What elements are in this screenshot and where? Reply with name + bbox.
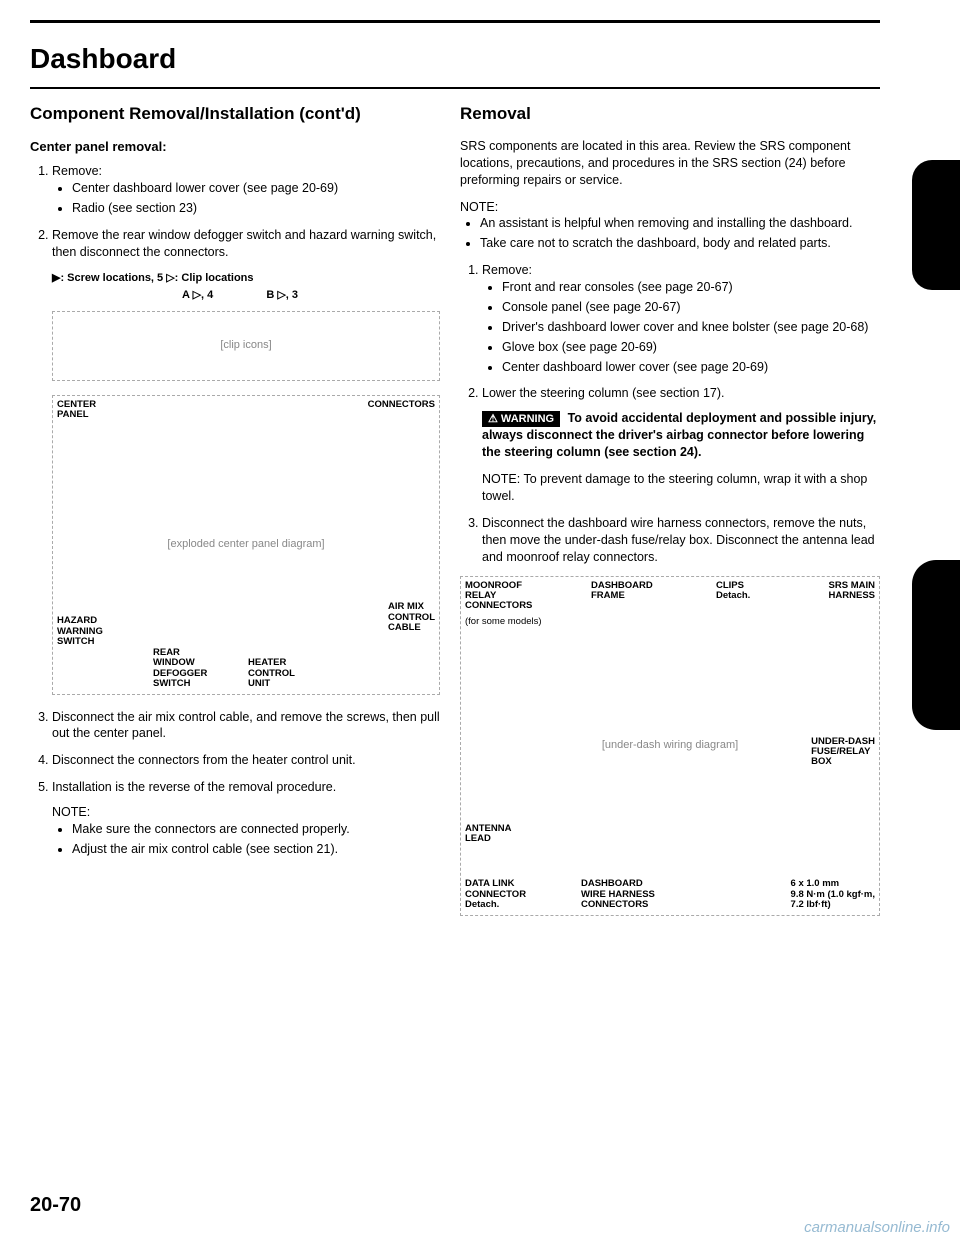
screw-locations-line: ▶: Screw locations, 5 ▷: Clip locations (52, 271, 440, 286)
right-step-3: Disconnect the dashboard wire harness co… (482, 515, 880, 566)
clip-locations-line: A ▷, 4 B ▷, 3 (52, 288, 440, 303)
binder-tab-mid (912, 560, 960, 730)
left-step-5: Installation is the reverse of the remov… (52, 779, 440, 858)
note-label: NOTE: (460, 200, 498, 214)
dashboard-wiring-diagram: MOONROOF RELAY CONNECTORS (for some mode… (460, 576, 880, 916)
right-note-bullets: An assistant is helpful when removing an… (460, 215, 880, 252)
label-connectors: CONNECTORS (368, 400, 435, 410)
left-step-2: Remove the rear window defogger switch a… (52, 227, 440, 261)
left-sub-head: Center panel removal: (30, 138, 440, 156)
right-intro: SRS components are located in this area.… (460, 138, 880, 189)
label-dash-wire: DASHBOARD WIRE HARNESS CONNECTORS (581, 879, 655, 910)
label-hazard-switch: HAZARD WARNING SWITCH (57, 616, 103, 647)
left-section-head: Component Removal/Installation (cont'd) (30, 103, 440, 126)
right-step1-bullets: Front and rear consoles (see page 20-67)… (482, 279, 880, 375)
right-step-2: Lower the steering column (see section 1… (482, 385, 880, 505)
binder-tabs (905, 90, 960, 1150)
left-steps: Remove: Center dashboard lower cover (se… (30, 163, 440, 260)
label-clips: CLIPS Detach. (716, 581, 750, 602)
warning-block: ⚠ WARNING To avoid accidental deployment… (482, 410, 880, 461)
list-item: Take care not to scratch the dashboard, … (480, 235, 880, 252)
label-antenna: ANTENNA LEAD (465, 824, 511, 845)
top-rule (30, 20, 880, 23)
right-section-head: Removal (460, 103, 880, 126)
list-item: Center dashboard lower cover (see page 2… (502, 359, 880, 376)
left-note-bullets: Make sure the connectors are connected p… (52, 821, 440, 858)
list-item: Front and rear consoles (see page 20-67) (502, 279, 880, 296)
left-steps-cont: Disconnect the air mix control cable, an… (30, 709, 440, 858)
step1-intro: Remove: (482, 263, 532, 277)
list-item: Adjust the air mix control cable (see se… (72, 841, 440, 858)
list-item: Console panel (see page 20-67) (502, 299, 880, 316)
watermark: carmanualsonline.info (804, 1219, 950, 1236)
page-title: Dashboard (30, 43, 880, 75)
left-step-4: Disconnect the connectors from the heate… (52, 752, 440, 769)
list-item: Driver's dashboard lower cover and knee … (502, 319, 880, 336)
list-item: An assistant is helpful when removing an… (480, 215, 880, 232)
center-panel-diagram: CENTER PANEL CONNECTORS HAZARD WARNING S… (52, 395, 440, 695)
list-item: Make sure the connectors are connected p… (72, 821, 440, 838)
label-dash-frame: DASHBOARD FRAME (591, 581, 653, 602)
left-step-3: Disconnect the air mix control cable, an… (52, 709, 440, 743)
diagram-placeholder: [exploded center panel diagram] (167, 537, 324, 552)
left-step-1: Remove: Center dashboard lower cover (se… (52, 163, 440, 217)
warning-icon: ⚠ WARNING (482, 411, 560, 428)
label-heater-control: HEATER CONTROL UNIT (248, 658, 295, 689)
step1-bullets: Center dashboard lower cover (see page 2… (52, 180, 440, 217)
diagram-placeholder: [clip icons] (220, 338, 271, 353)
clip-diagram: [clip icons] (52, 311, 440, 381)
right-step-1: Remove: Front and rear consoles (see pag… (482, 262, 880, 375)
label-srs-main: SRS MAIN HARNESS (829, 581, 875, 602)
label-torque: 6 x 1.0 mm 9.8 N·m (1.0 kgf·m, 7.2 lbf·f… (791, 879, 875, 910)
list-item: Glove box (see page 20-69) (502, 339, 880, 356)
page-content: Dashboard Component Removal/Installation… (30, 20, 880, 1200)
note-label: NOTE: (52, 805, 90, 819)
binder-tab-top (912, 160, 960, 290)
step1-intro: Remove: (52, 164, 102, 178)
label-air-mix: AIR MIX CONTROL CABLE (388, 602, 435, 633)
diagram-placeholder: [under-dash wiring diagram] (602, 738, 738, 753)
right-column: Removal SRS components are located in th… (460, 103, 880, 930)
step2-note: NOTE: To prevent damage to the steering … (482, 471, 880, 505)
label-rear-defogger: REAR WINDOW DEFOGGER SWITCH (153, 648, 207, 690)
title-rule (30, 87, 880, 89)
label-center-panel: CENTER PANEL (57, 400, 96, 421)
left-column: Component Removal/Installation (cont'd) … (30, 103, 440, 930)
label-data-link: DATA LINK CONNECTOR Detach. (465, 879, 526, 910)
label-under-dash: UNDER-DASH FUSE/RELAY BOX (811, 737, 875, 768)
label-for-some: (for some models) (465, 617, 542, 627)
right-steps: Remove: Front and rear consoles (see pag… (460, 262, 880, 565)
right-note-block: NOTE: An assistant is helpful when remov… (460, 199, 880, 253)
page-number: 20-70 (30, 1194, 81, 1217)
list-item: Center dashboard lower cover (see page 2… (72, 180, 440, 197)
label-moonroof: MOONROOF RELAY CONNECTORS (465, 581, 532, 612)
list-item: Radio (see section 23) (72, 200, 440, 217)
